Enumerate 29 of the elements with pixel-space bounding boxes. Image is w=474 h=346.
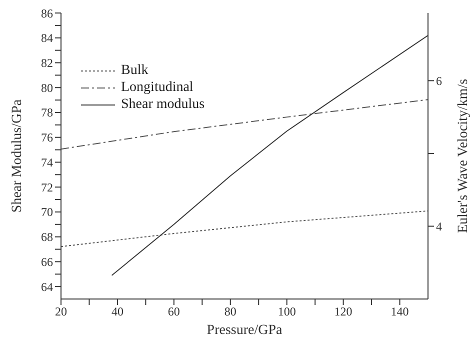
legend-label: Shear modulus xyxy=(121,96,205,113)
y-tick-label: 76 xyxy=(41,130,53,145)
y2-tick-label: 4 xyxy=(436,219,442,234)
y-tick-label: 82 xyxy=(41,56,53,70)
y-tick-label: 72 xyxy=(41,180,53,194)
legend-label: Bulk xyxy=(121,62,148,79)
y2-axis-title: Euler's Wave Velocity/km/s xyxy=(456,78,471,234)
x-tick-label: 60 xyxy=(168,304,180,319)
y-tick-label: 84 xyxy=(41,31,53,46)
y-tick-label: 78 xyxy=(41,106,53,120)
x-tick-label: 80 xyxy=(224,304,236,319)
x-tick-label: 20 xyxy=(55,304,67,319)
y-tick-label: 64 xyxy=(41,280,53,294)
x-tick-label: 140 xyxy=(390,304,409,319)
y-axis-title: Shear Modulus/GPa xyxy=(10,98,25,213)
y-tick-label: 68 xyxy=(41,230,53,244)
x-axis-title: Pressure/GPa xyxy=(206,323,283,338)
x-tick-label: 100 xyxy=(278,304,296,319)
y-tick-label: 86 xyxy=(41,6,53,20)
y-tick-label: 80 xyxy=(41,80,53,95)
y2-tick-label: 6 xyxy=(436,74,442,88)
line-series xyxy=(61,99,428,150)
y-tick-label: 70 xyxy=(41,205,53,220)
y-tick-label: 74 xyxy=(41,155,53,170)
legend-label: Longitudinal xyxy=(121,79,194,96)
y-tick-label: 66 xyxy=(41,254,53,269)
x-tick-label: 40 xyxy=(111,304,124,319)
x-tick-label: 120 xyxy=(334,304,352,319)
line-series xyxy=(61,210,428,248)
